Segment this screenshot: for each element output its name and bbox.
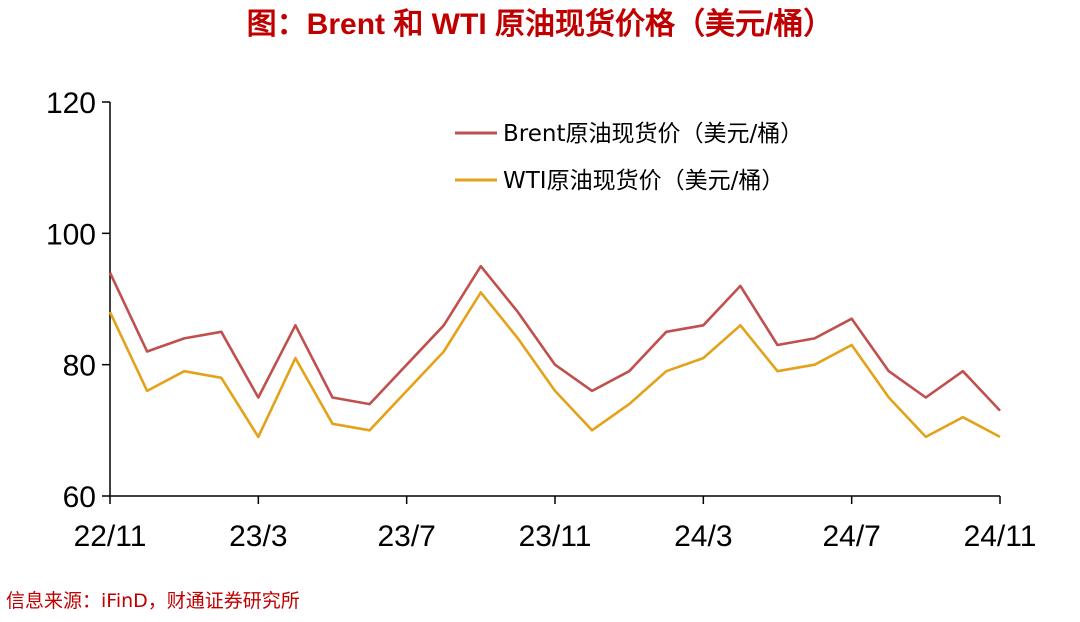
legend: Brent原油现货价（美元/桶） WTI原油现货价（美元/桶）: [455, 121, 803, 194]
source-note: 信息来源：iFinD，财通证券研究所: [6, 590, 300, 612]
y-tick-label: 120: [46, 87, 96, 120]
x-tick-label: 22/11: [74, 520, 147, 553]
y-tick-label: 100: [46, 218, 96, 251]
x-tick-label: 24/7: [822, 520, 880, 553]
x-tick-label: 23/3: [229, 520, 287, 553]
legend-label-brent: Brent原油现货价（美元/桶）: [503, 121, 803, 147]
legend-label-wti: WTI原油现货价（美元/桶）: [503, 168, 784, 194]
x-axis-ticks: 22/11 23/3 23/7 23/11 24/3 24/7 24/11: [74, 496, 1037, 553]
y-tick-label: 60: [63, 481, 96, 514]
series-lines: [108, 264, 1001, 439]
x-tick-label: 23/11: [519, 520, 592, 553]
x-tick-label: 24/11: [964, 520, 1037, 553]
y-axis-ticks: 120 100 80 60: [46, 87, 110, 514]
y-tick-label: 80: [63, 350, 96, 383]
chart-title: 图：Brent 和 WTI 原油现货价格（美元/桶）: [246, 8, 834, 41]
x-tick-label: 23/7: [377, 520, 435, 553]
x-tick-label: 24/3: [674, 520, 732, 553]
